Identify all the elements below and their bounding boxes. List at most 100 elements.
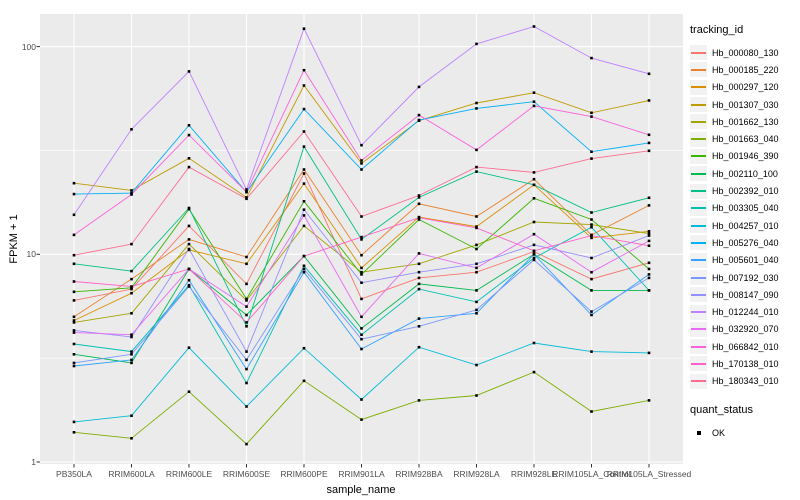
- x-tick-label: PB350LA: [56, 469, 92, 479]
- data-point: [360, 270, 363, 274]
- data-point: [245, 196, 248, 199]
- data-point: [532, 91, 536, 94]
- data-point: [647, 141, 651, 145]
- data-point: [302, 145, 306, 148]
- data-point: [647, 276, 651, 280]
- legend-key-line-icon: [690, 45, 707, 61]
- legend-label: Hb_180343_010: [712, 376, 779, 387]
- data-point: [72, 315, 76, 319]
- data-point: [590, 313, 593, 317]
- data-point: [532, 256, 536, 260]
- data-point: [245, 350, 248, 353]
- data-point: [417, 252, 421, 255]
- data-point: [130, 335, 133, 339]
- data-point: [302, 130, 306, 133]
- data-point: [647, 232, 651, 235]
- data-point: [130, 312, 133, 315]
- data-point: [302, 84, 306, 87]
- data-point: [590, 56, 593, 60]
- data-point: [647, 289, 651, 292]
- data-point: [187, 267, 191, 271]
- data-point: [302, 379, 306, 383]
- legend-entry: Hb_170138_010: [690, 355, 798, 372]
- data-point: [245, 358, 248, 362]
- data-point: [302, 346, 306, 350]
- data-point: [130, 414, 133, 417]
- legend-key-line-icon: [690, 235, 707, 251]
- data-point: [475, 148, 478, 152]
- data-point: [72, 361, 76, 365]
- data-point: [417, 196, 421, 199]
- data-point: [417, 118, 421, 122]
- data-point: [245, 305, 248, 308]
- data-point: [72, 329, 76, 332]
- legend-label: Hb_001663_040: [712, 134, 779, 145]
- legend-key-line-icon: [690, 321, 707, 337]
- legend-entry: Hb_002110_100: [690, 165, 798, 182]
- data-point: [245, 381, 248, 385]
- data-point: [532, 183, 536, 187]
- data-point: [302, 168, 306, 171]
- data-point: [417, 325, 421, 328]
- legend-label: Hb_012244_010: [712, 307, 779, 318]
- data-point: [187, 124, 191, 127]
- data-point: [475, 262, 478, 266]
- data-point: [590, 111, 593, 115]
- x-tick-label: RRIM928LE: [510, 469, 558, 479]
- y-tick-label: 10: [26, 249, 36, 260]
- shape-legend-title: quant_status: [690, 403, 753, 416]
- legend-key-line-icon: [690, 218, 707, 234]
- data-point: [302, 200, 306, 203]
- data-point: [532, 177, 536, 181]
- data-point: [417, 270, 421, 274]
- data-point: [245, 367, 248, 371]
- data-point: [417, 399, 421, 402]
- data-point: [590, 225, 593, 229]
- legend-label: Hb_000080_130: [712, 47, 779, 58]
- data-point: [532, 232, 536, 236]
- data-point: [647, 234, 651, 237]
- data-point: [72, 233, 76, 237]
- data-point: [475, 300, 478, 304]
- data-point: [245, 282, 248, 286]
- legend-label: Hb_170138_010: [712, 358, 779, 369]
- legend: tracking_id Hb_000080_130 Hb_000185_220 Hb…: [690, 24, 798, 441]
- legend-entry: Hb_002392_010: [690, 182, 798, 199]
- legend-entry: Hb_000297_120: [690, 79, 798, 96]
- data-point: [360, 235, 363, 239]
- data-point: [302, 267, 306, 271]
- data-point: [302, 182, 306, 185]
- data-point: [647, 239, 651, 243]
- data-point: [590, 310, 593, 313]
- data-point: [647, 133, 651, 137]
- data-point: [187, 157, 191, 160]
- data-point: [302, 208, 306, 211]
- data-point: [360, 238, 363, 241]
- data-point: [72, 319, 76, 322]
- data-point: [647, 273, 651, 276]
- data-point: [590, 150, 593, 153]
- data-point: [360, 168, 363, 171]
- legend-key-point-icon: [690, 425, 707, 440]
- data-point: [245, 321, 248, 324]
- data-point: [475, 215, 478, 218]
- legend-entry: Hb_032920_070: [690, 321, 798, 338]
- x-tick-label: RRIM600LA: [108, 469, 155, 479]
- data-point: [245, 325, 248, 328]
- x-tick-label: RRIM928BA: [395, 469, 443, 479]
- y-axis-title: FPKM + 1: [8, 214, 20, 264]
- data-point: [130, 193, 133, 196]
- data-point: [187, 224, 191, 228]
- data-point: [532, 171, 536, 174]
- legend-label: Hb_007192_030: [712, 272, 779, 283]
- data-point: [302, 224, 306, 228]
- data-point: [475, 270, 478, 274]
- legend-entry: Hb_005601_040: [690, 252, 798, 269]
- data-point: [417, 85, 421, 89]
- data-point: [532, 258, 536, 262]
- legend-label: Hb_004257_010: [712, 220, 779, 231]
- data-point: [302, 107, 306, 111]
- data-point: [72, 192, 76, 196]
- data-point: [417, 317, 421, 320]
